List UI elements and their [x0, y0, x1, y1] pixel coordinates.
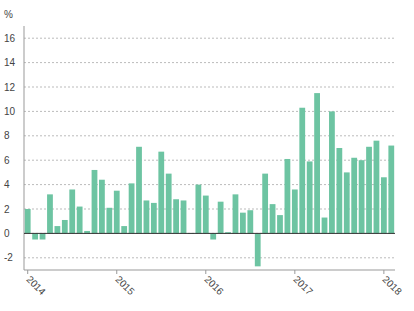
y-tick-label: 4	[4, 179, 10, 190]
y-tick-label: 14	[4, 57, 16, 68]
bars	[25, 93, 394, 266]
bar	[136, 147, 142, 234]
bar	[247, 210, 253, 233]
bar	[388, 146, 394, 234]
bar	[195, 185, 201, 234]
bar	[292, 189, 298, 233]
bar	[351, 158, 357, 234]
bar	[106, 208, 112, 234]
grid-line	[24, 135, 395, 136]
bar	[329, 111, 335, 233]
grid-line	[24, 38, 395, 39]
grid-line	[24, 233, 395, 234]
bar	[233, 194, 239, 233]
bar	[129, 183, 135, 233]
bar	[121, 226, 127, 233]
y-tick-label: -2	[4, 252, 13, 263]
bar	[344, 172, 350, 233]
grid	[24, 38, 395, 258]
bar	[47, 194, 53, 233]
bar	[381, 177, 387, 233]
bar	[77, 207, 83, 234]
bar	[307, 161, 313, 233]
bar	[92, 170, 98, 233]
bar	[166, 174, 172, 234]
grid-line	[24, 257, 395, 258]
bar	[25, 209, 31, 233]
bar	[114, 191, 120, 234]
bar	[299, 108, 305, 234]
bar	[336, 148, 342, 233]
chart: -2 0 2 4 6 8 10 12 14 16% 2014 2015 2016 2017 2018	[0, 0, 414, 311]
bar	[218, 202, 224, 234]
grid-line	[24, 111, 395, 112]
y-tick-label: 0	[4, 228, 10, 239]
bar	[366, 147, 372, 234]
bar	[255, 233, 261, 266]
bar	[54, 226, 60, 233]
zero-line	[24, 233, 395, 234]
y-tick-label: 2	[4, 204, 10, 215]
bar	[359, 160, 365, 233]
bar	[314, 93, 320, 233]
x-tick	[383, 270, 384, 274]
y-axis-label: %	[4, 9, 13, 20]
bar	[270, 204, 276, 233]
y-tick-label: 10	[4, 106, 16, 117]
bar	[69, 189, 75, 233]
bar	[203, 196, 209, 234]
x-tick	[27, 270, 28, 274]
y-tick-label: 6	[4, 155, 10, 166]
grid-line	[24, 87, 395, 88]
x-tick-label: 2014	[24, 274, 48, 298]
x-tick-label: 2017	[291, 274, 315, 298]
bar	[40, 233, 46, 239]
bar	[210, 233, 216, 239]
x-tick-label: 2016	[202, 274, 226, 298]
y-tick-label: 12	[4, 82, 16, 93]
bar	[277, 215, 283, 233]
grid-line	[24, 62, 395, 63]
bar	[173, 199, 179, 233]
bar	[62, 220, 68, 233]
bar	[158, 152, 164, 234]
x-axis-line	[24, 270, 395, 271]
bar	[322, 218, 328, 234]
y-tick-label: 16	[4, 33, 16, 44]
bar	[374, 141, 380, 234]
bar	[151, 203, 157, 234]
bar	[32, 233, 38, 239]
bar	[99, 180, 105, 234]
x-tick	[294, 270, 295, 274]
bar	[181, 200, 187, 233]
x-tick	[116, 270, 117, 274]
x-tick-label: 2018	[380, 274, 404, 298]
bar	[240, 213, 246, 234]
x-tick-label: 2015	[113, 274, 137, 298]
y-tick-label: 8	[4, 130, 10, 141]
bar	[144, 200, 150, 233]
x-tick	[205, 270, 206, 274]
bar	[285, 159, 291, 233]
bar	[262, 174, 268, 234]
